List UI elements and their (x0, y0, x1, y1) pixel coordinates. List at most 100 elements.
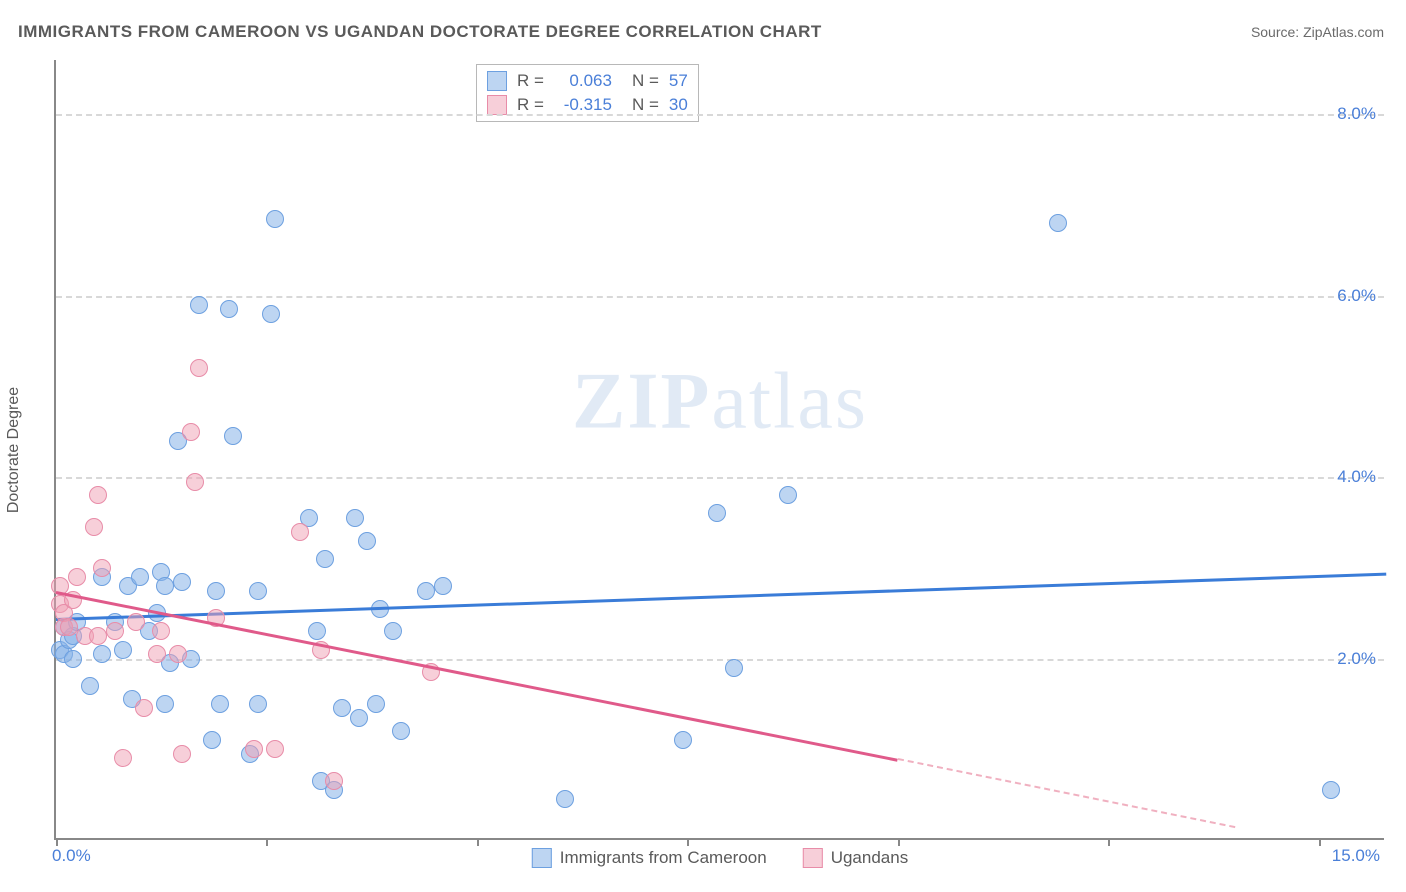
trend-line (898, 758, 1235, 828)
data-point (350, 709, 368, 727)
data-point (135, 699, 153, 717)
data-point (68, 568, 86, 586)
data-point (384, 622, 402, 640)
y-tick-label: 8.0% (1337, 104, 1376, 124)
data-point (266, 210, 284, 228)
x-tick (898, 838, 900, 846)
stats-row: R =0.063N =57 (487, 69, 688, 93)
watermark-zip: ZIP (572, 358, 711, 446)
legend-swatch (532, 848, 552, 868)
source-attribution: Source: ZipAtlas.com (1251, 24, 1384, 40)
data-point (249, 695, 267, 713)
data-point (156, 577, 174, 595)
source-prefix: Source: (1251, 24, 1303, 40)
data-point (190, 359, 208, 377)
data-point (114, 749, 132, 767)
chart-container: Doctorate Degree ZIPatlas R =0.063N =57R… (54, 60, 1384, 840)
scatter-plot: ZIPatlas R =0.063N =57R =-0.315N =30 Imm… (54, 60, 1384, 840)
data-point (725, 659, 743, 677)
x-tick (266, 838, 268, 846)
legend-swatch (803, 848, 823, 868)
legend: Immigrants from Cameroon Ugandans (532, 848, 908, 868)
data-point (1049, 214, 1067, 232)
y-tick-label: 2.0% (1337, 649, 1376, 669)
gridline (56, 296, 1384, 298)
watermark-atlas: atlas (711, 358, 868, 446)
data-point (114, 641, 132, 659)
data-point (203, 731, 221, 749)
legend-item: Immigrants from Cameroon (532, 848, 767, 868)
data-point (131, 568, 149, 586)
chart-title: IMMIGRANTS FROM CAMEROON VS UGANDAN DOCT… (18, 22, 822, 42)
data-point (186, 473, 204, 491)
stats-row: R =-0.315N =30 (487, 93, 688, 117)
y-tick-label: 6.0% (1337, 286, 1376, 306)
data-point (358, 532, 376, 550)
data-point (207, 582, 225, 600)
gridline (56, 114, 1384, 116)
data-point (93, 559, 111, 577)
data-point (64, 650, 82, 668)
legend-label: Ugandans (831, 848, 909, 868)
data-point (1322, 781, 1340, 799)
data-point (93, 645, 111, 663)
data-point (333, 699, 351, 717)
data-point (220, 300, 238, 318)
y-tick-label: 4.0% (1337, 467, 1376, 487)
data-point (89, 486, 107, 504)
data-point (556, 790, 574, 808)
data-point (392, 722, 410, 740)
data-point (417, 582, 435, 600)
data-point (245, 740, 263, 758)
data-point (152, 622, 170, 640)
legend-label: Immigrants from Cameroon (560, 848, 767, 868)
data-point (81, 677, 99, 695)
data-point (434, 577, 452, 595)
data-point (367, 695, 385, 713)
data-point (308, 622, 326, 640)
gridline (56, 477, 1384, 479)
x-axis-max-label: 15.0% (1332, 846, 1380, 866)
gridline (56, 659, 1384, 661)
data-point (182, 423, 200, 441)
data-point (779, 486, 797, 504)
data-point (325, 772, 343, 790)
data-point (291, 523, 309, 541)
x-tick (1319, 838, 1321, 846)
correlation-stats-box: R =0.063N =57R =-0.315N =30 (476, 64, 699, 122)
data-point (156, 695, 174, 713)
x-tick (687, 838, 689, 846)
data-point (211, 695, 229, 713)
r-label: R = (517, 93, 544, 117)
data-point (316, 550, 334, 568)
trend-line (56, 591, 898, 761)
watermark-text: ZIPatlas (572, 357, 868, 448)
n-label: N = (632, 69, 659, 93)
n-value: 30 (669, 93, 688, 117)
data-point (708, 504, 726, 522)
source-link[interactable]: ZipAtlas.com (1303, 24, 1384, 40)
data-point (60, 618, 78, 636)
legend-swatch (487, 95, 507, 115)
x-axis-min-label: 0.0% (52, 846, 91, 866)
n-value: 57 (669, 69, 688, 93)
data-point (266, 740, 284, 758)
data-point (346, 509, 364, 527)
x-tick (56, 838, 58, 846)
x-tick (477, 838, 479, 846)
data-point (249, 582, 267, 600)
data-point (173, 745, 191, 763)
x-tick (1108, 838, 1110, 846)
data-point (89, 627, 107, 645)
data-point (169, 645, 187, 663)
data-point (148, 645, 166, 663)
r-value: -0.315 (554, 93, 612, 117)
legend-swatch (487, 71, 507, 91)
data-point (262, 305, 280, 323)
data-point (674, 731, 692, 749)
r-label: R = (517, 69, 544, 93)
data-point (127, 613, 145, 631)
data-point (106, 622, 124, 640)
y-axis-title: Doctorate Degree (5, 387, 23, 513)
data-point (190, 296, 208, 314)
